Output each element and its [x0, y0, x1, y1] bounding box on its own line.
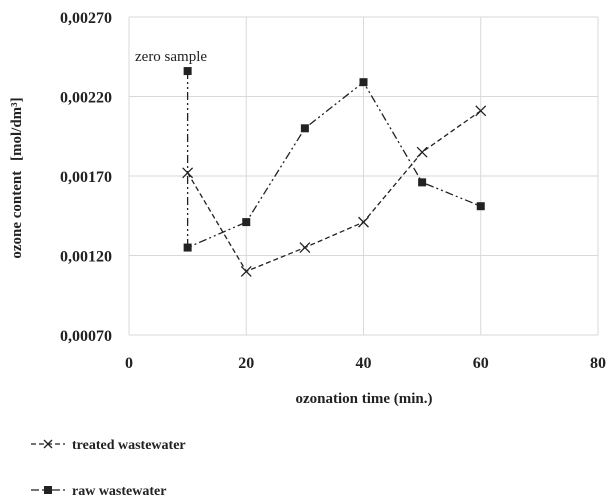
- data-point-treated: [240, 265, 252, 277]
- plot-series: [182, 67, 487, 277]
- series-line-treated: [187, 110, 482, 273]
- y-tick-label: 0,00170: [60, 169, 112, 186]
- data-point-raw: [183, 67, 192, 76]
- data-point-treated: [358, 216, 369, 228]
- data-point-raw: [359, 78, 368, 87]
- legend-square-marker-icon: [44, 486, 52, 494]
- y-tick-label: 0,00220: [60, 90, 112, 107]
- legend-label-raw: raw wastewater: [72, 484, 166, 499]
- data-point-treated: [475, 105, 487, 117]
- x-tick-label: 80: [590, 355, 606, 372]
- x-tick-label: 60: [473, 355, 489, 372]
- legend-x-marker-icon: [43, 439, 53, 449]
- data-point-treated: [416, 146, 428, 158]
- y-axis-label-unit: [mol/dm³]: [9, 97, 25, 161]
- data-point-raw: [418, 178, 427, 187]
- data-point-raw: [183, 243, 192, 252]
- legend: treated wastewater raw wastewater: [31, 438, 186, 499]
- series-line-raw: [186, 71, 481, 249]
- y-axis-label-quantity: ozone content: [9, 171, 25, 259]
- data-point-treated: [299, 242, 311, 254]
- legend-label-treated: treated wastewater: [72, 438, 186, 453]
- y-tick-label: 0,00120: [60, 249, 112, 266]
- data-point-raw: [242, 218, 251, 227]
- grid: [128, 16, 599, 336]
- legend-item-treated: treated wastewater: [31, 438, 186, 453]
- x-tick-label: 0: [125, 355, 133, 372]
- y-axis-label: ozone content [mol/dm³]: [9, 97, 25, 258]
- data-point-raw: [300, 124, 309, 133]
- tick-labels: 0,00070 0,00120 0,00170 0,00220 0,00270 0 20 40…: [60, 10, 606, 372]
- x-axis-label: ozonation time (min.): [295, 391, 432, 407]
- zero-sample-annotation: zero sample: [135, 49, 207, 65]
- x-tick-label: 20: [238, 355, 254, 372]
- x-tick-label: 40: [356, 355, 372, 372]
- y-tick-label: 0,00070: [60, 328, 112, 345]
- legend-item-raw: raw wastewater: [31, 484, 166, 499]
- data-point-raw: [476, 202, 485, 211]
- y-tick-label: 0,00270: [60, 10, 112, 27]
